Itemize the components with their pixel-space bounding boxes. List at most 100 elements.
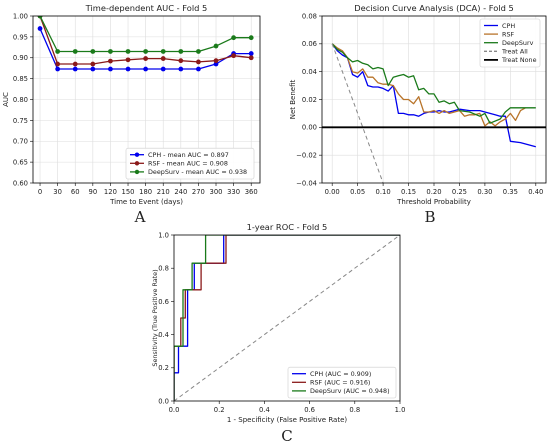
dca-xtick-label: 0.15 xyxy=(401,188,416,196)
auc-series-0-point xyxy=(213,61,219,67)
auc-series-1-point xyxy=(108,58,113,64)
auc-series-2-point xyxy=(248,35,254,41)
auc-series-1-point xyxy=(125,57,131,63)
roc-xtick-label: 0.8 xyxy=(349,406,360,414)
dca-ytick-label: 0.04 xyxy=(302,68,317,76)
roc-ytick-label: 0.8 xyxy=(158,265,169,273)
auc-xtick-label: 360 xyxy=(245,188,258,196)
auc-series-0-point xyxy=(90,66,96,72)
auc-series-1-point xyxy=(196,59,201,65)
roc-ylabel: Sensitivity (True Positive Rate) xyxy=(151,269,159,366)
dca-series-0-line xyxy=(331,43,536,148)
auc-plot-area xyxy=(37,16,254,72)
dca-xlabel: Threshold Probability xyxy=(396,198,471,206)
auc-series-0-point xyxy=(37,26,43,31)
auc-xtick-label: 90 xyxy=(89,188,98,196)
auc-chart: 0 30 60 90 120 150 180 210 240 270 300 330 360 0.60 0.… xyxy=(2,3,261,206)
auc-series-1-point xyxy=(72,61,78,67)
auc-series-0-point xyxy=(196,66,201,72)
auc-series-2-point xyxy=(90,49,96,54)
auc-ytick-label: 0.70 xyxy=(13,138,28,146)
auc-series-2-point xyxy=(143,49,149,54)
auc-xtick-label: 150 xyxy=(122,188,135,196)
roc-ytick-label: 0.2 xyxy=(158,364,169,372)
dca-ytick-label: −0.02 xyxy=(296,152,317,160)
roc-xtick-label: 0.4 xyxy=(259,406,270,414)
dca-series-3-line xyxy=(331,43,384,183)
dca-legend-label: CPH xyxy=(502,22,515,30)
dca-xtick-label: 0.05 xyxy=(350,188,365,196)
roc-xtick-label: 0.2 xyxy=(214,406,225,414)
panel-label-b: B xyxy=(424,208,435,226)
auc-series-2-point xyxy=(37,16,43,19)
auc-series-1-point xyxy=(213,58,219,64)
auc-series-2-point xyxy=(213,43,219,49)
roc-chart: 0.0 0.2 0.4 0.6 0.8 1.0 0.0 0.2 0.4 0.6 0.8 1.0 1-ye… xyxy=(151,222,405,424)
auc-legend-marker xyxy=(134,161,140,166)
auc-ytick-label: 0.80 xyxy=(13,96,28,104)
dca-xtick-label: 0.25 xyxy=(452,188,467,196)
dca-ylabel: Net Benefit xyxy=(289,79,297,119)
roc-legend: CPH (AUC = 0.909)RSF (AUC = 0.916)DeepSu… xyxy=(287,366,397,399)
auc-legend-label: DeepSurv - mean AUC = 0.938 xyxy=(148,168,247,176)
auc-series-2-point xyxy=(125,49,131,54)
roc-ytick-label: 0.0 xyxy=(158,397,169,405)
auc-ytick-label: 0.65 xyxy=(13,159,28,167)
dca-xtick-label: 0.35 xyxy=(503,188,518,196)
auc-series-1-point xyxy=(90,61,96,67)
dca-xtick-label: 0.10 xyxy=(376,188,391,196)
auc-series-0-point xyxy=(108,66,113,72)
auc-legend-label: RSF - mean AUC = 0.908 xyxy=(148,160,228,168)
auc-ytick-label: 0.85 xyxy=(13,75,28,83)
auc-series-0-point xyxy=(72,66,78,72)
auc-series-0-point xyxy=(160,66,166,72)
roc-xtick-label: 0.0 xyxy=(169,406,180,414)
dca-xtick-label: 0.40 xyxy=(528,188,543,196)
auc-series-2-point xyxy=(72,49,78,54)
auc-series-2-point xyxy=(178,49,184,54)
dca-xtick-label: 0.00 xyxy=(325,188,340,196)
auc-legend-marker xyxy=(134,152,140,157)
auc-xtick-label: 0 xyxy=(38,188,42,196)
auc-series-1-point xyxy=(248,55,254,61)
auc-ytick-label: 0.60 xyxy=(13,179,28,187)
dca-ytick-label: 0.06 xyxy=(302,40,317,48)
auc-ytick-label: 1.00 xyxy=(13,12,28,20)
auc-xtick-label: 300 xyxy=(210,188,223,196)
auc-series-1-point xyxy=(178,58,184,64)
auc-series-1-point xyxy=(231,53,237,59)
roc-plot-area xyxy=(174,235,400,401)
roc-axes-frame xyxy=(173,234,401,402)
roc-series-2-line xyxy=(174,235,400,401)
auc-xtick-label: 30 xyxy=(53,188,62,196)
dca-chart: 0.00 0.05 0.10 0.15 0.20 0.25 0.30 0.35 0.40 −0.0… xyxy=(289,3,547,206)
roc-legend-label: DeepSurv (AUC = 0.948) xyxy=(310,387,390,395)
dca-ytick-label: 0.08 xyxy=(302,12,317,20)
roc-legend-label: CPH (AUC = 0.909) xyxy=(310,370,371,378)
auc-series-1-point xyxy=(55,61,61,67)
auc-series-2-point xyxy=(196,49,201,54)
auc-series-0-point xyxy=(55,66,61,72)
dca-plot-area xyxy=(322,43,546,183)
panel-label-c: C xyxy=(281,427,292,445)
auc-series-2-point xyxy=(160,49,166,54)
dca-ytick-label: 0.00 xyxy=(302,124,317,132)
auc-series-1-point xyxy=(143,56,149,61)
auc-series-0-point xyxy=(248,51,254,56)
auc-title: Time-dependent AUC - Fold 5 xyxy=(85,3,208,13)
dca-series-1-line xyxy=(331,43,526,127)
auc-legend-label: CPH - mean AUC = 0.897 xyxy=(148,151,229,159)
dca-legend-label: DeepSurv xyxy=(502,39,534,47)
auc-xtick-label: 330 xyxy=(227,188,240,196)
dca-legend-label: RSF xyxy=(502,30,514,38)
roc-ytick-label: 1.0 xyxy=(158,231,169,239)
roc-legend-label: RSF (AUC = 0.916) xyxy=(310,379,370,387)
dca-legend-label: Treat None xyxy=(501,56,537,64)
dca-ytick-label: −0.04 xyxy=(296,179,317,187)
auc-legend-marker xyxy=(134,169,140,175)
dca-xtick-label: 0.30 xyxy=(477,188,492,196)
panel-label-a: A xyxy=(134,208,146,226)
